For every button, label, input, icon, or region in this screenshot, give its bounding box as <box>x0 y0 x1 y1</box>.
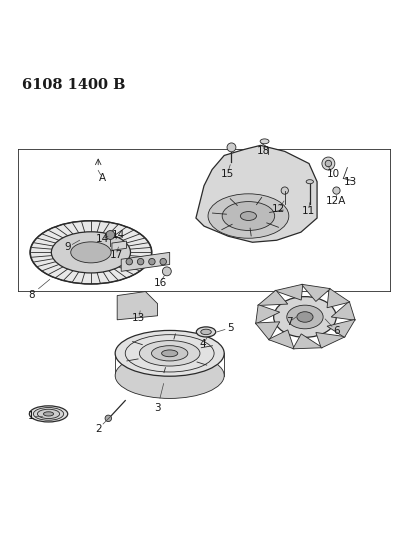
Circle shape <box>160 259 166 265</box>
Ellipse shape <box>240 212 257 221</box>
Ellipse shape <box>30 221 151 284</box>
Ellipse shape <box>306 180 313 184</box>
Text: 6: 6 <box>333 326 340 336</box>
Ellipse shape <box>38 409 60 418</box>
Polygon shape <box>302 284 330 302</box>
Ellipse shape <box>162 350 178 357</box>
Circle shape <box>322 157 335 170</box>
Ellipse shape <box>44 412 53 416</box>
Ellipse shape <box>140 341 200 366</box>
Text: 5: 5 <box>227 323 233 333</box>
Text: 13: 13 <box>132 313 145 323</box>
Ellipse shape <box>29 406 68 422</box>
Ellipse shape <box>208 194 289 238</box>
Circle shape <box>106 231 115 239</box>
Ellipse shape <box>201 329 211 335</box>
Circle shape <box>126 259 133 265</box>
Circle shape <box>333 187 340 194</box>
Ellipse shape <box>115 353 224 399</box>
Text: 14: 14 <box>95 234 109 244</box>
Polygon shape <box>331 301 355 320</box>
Ellipse shape <box>287 305 323 329</box>
Polygon shape <box>196 146 317 243</box>
Polygon shape <box>112 241 126 251</box>
Circle shape <box>227 143 236 152</box>
Text: 11: 11 <box>302 206 315 216</box>
Polygon shape <box>293 334 323 349</box>
Text: 2: 2 <box>95 424 102 434</box>
Circle shape <box>105 415 111 422</box>
Circle shape <box>137 259 144 265</box>
Polygon shape <box>255 322 280 340</box>
Text: 16: 16 <box>154 278 167 288</box>
Polygon shape <box>256 305 280 324</box>
Text: 3: 3 <box>154 403 161 413</box>
Ellipse shape <box>260 139 269 144</box>
Text: 12: 12 <box>272 204 285 214</box>
Circle shape <box>281 187 288 194</box>
Text: 18: 18 <box>257 147 271 156</box>
Text: 6108 1400 B: 6108 1400 B <box>22 77 126 92</box>
Text: 9: 9 <box>64 242 71 252</box>
Ellipse shape <box>297 312 313 322</box>
Polygon shape <box>268 330 294 349</box>
Text: 14: 14 <box>112 230 125 240</box>
Circle shape <box>149 259 155 265</box>
Polygon shape <box>327 319 355 337</box>
Polygon shape <box>121 252 170 271</box>
Ellipse shape <box>71 242 111 263</box>
Text: 4: 4 <box>200 339 206 349</box>
Ellipse shape <box>151 346 188 361</box>
Text: 13: 13 <box>344 177 357 187</box>
Text: 8: 8 <box>28 290 34 300</box>
Text: 17: 17 <box>109 250 122 260</box>
Polygon shape <box>275 284 303 300</box>
Polygon shape <box>117 292 157 320</box>
Text: 10: 10 <box>327 169 340 180</box>
Ellipse shape <box>33 408 64 420</box>
Text: 1: 1 <box>28 411 34 421</box>
Polygon shape <box>316 333 346 348</box>
Text: 12A: 12A <box>326 196 347 206</box>
Polygon shape <box>327 288 350 308</box>
Ellipse shape <box>222 201 275 230</box>
Circle shape <box>162 267 171 276</box>
Text: 7: 7 <box>286 317 293 327</box>
Text: 15: 15 <box>221 168 234 179</box>
Circle shape <box>325 160 332 167</box>
Ellipse shape <box>274 297 336 337</box>
Ellipse shape <box>115 330 224 376</box>
Ellipse shape <box>51 232 131 273</box>
Polygon shape <box>258 290 288 305</box>
Ellipse shape <box>196 327 216 337</box>
Text: A: A <box>99 173 106 183</box>
